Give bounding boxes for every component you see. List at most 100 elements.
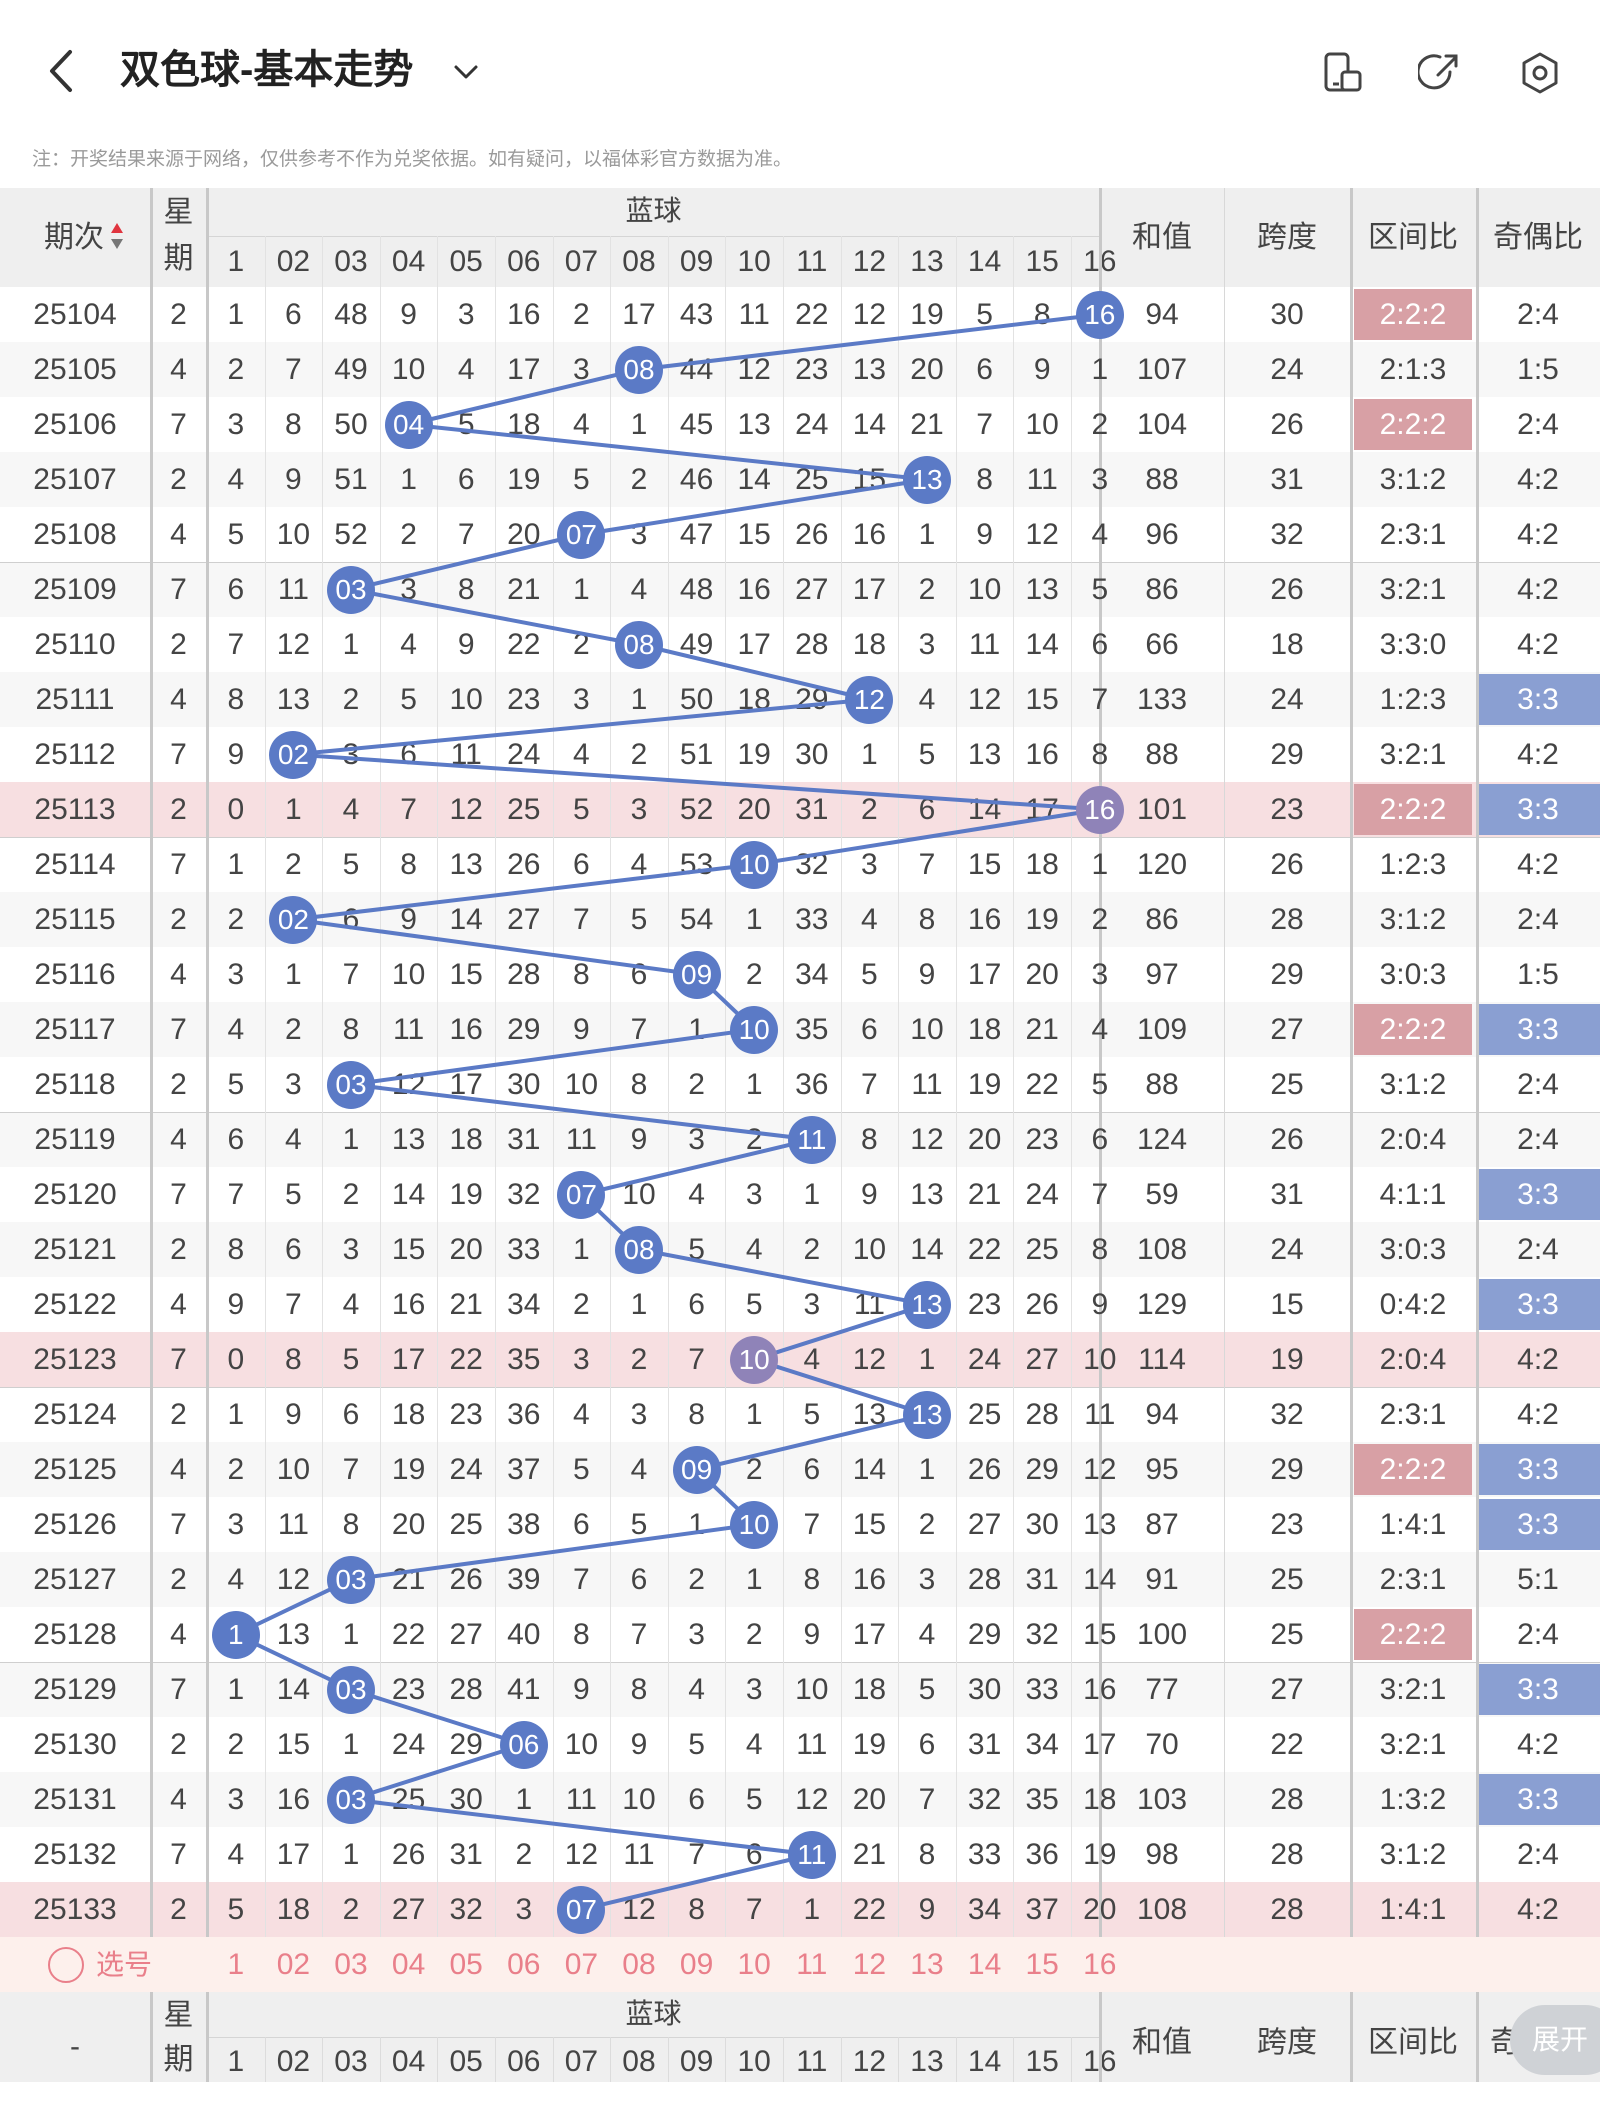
footer-week-line1[interactable]: 星: [163, 1999, 194, 2032]
blue-ball[interactable]: 02: [269, 730, 318, 779]
sum-header[interactable]: 和值: [1132, 221, 1192, 254]
blue-number-header-08[interactable]: 08: [622, 245, 656, 278]
select-number-13[interactable]: 13: [910, 1948, 944, 1981]
blue-ball[interactable]: 13: [903, 1280, 951, 1329]
issue-number[interactable]: 25105: [33, 353, 117, 386]
blue-number-header-15[interactable]: 15: [1025, 245, 1059, 278]
issue-number[interactable]: 25128: [33, 1618, 117, 1651]
blue-ball[interactable]: 03: [327, 1060, 375, 1109]
blue-ball[interactable]: 02: [269, 895, 318, 944]
blue-number-header-05[interactable]: 05: [449, 245, 483, 278]
footer-number-header-1[interactable]: 1: [227, 2045, 245, 2078]
blue-number-header-1[interactable]: 1: [227, 245, 245, 278]
issue-number[interactable]: 25113: [34, 793, 116, 826]
issue-header[interactable]: 期次: [44, 221, 104, 254]
blue-ball[interactable]: 10: [730, 1335, 779, 1384]
issue-number[interactable]: 25104: [33, 298, 117, 331]
issue-number[interactable]: 25118: [34, 1068, 116, 1101]
select-number-02[interactable]: 02: [276, 1948, 311, 1981]
select-number-1[interactable]: 1: [227, 1948, 245, 1981]
blue-ball[interactable]: 12: [845, 675, 894, 724]
blue-number-header-02[interactable]: 02: [276, 245, 311, 278]
footer-issue-header[interactable]: -: [70, 2030, 80, 2063]
footer-number-header-09[interactable]: 09: [679, 2045, 714, 2078]
blue-ball[interactable]: 13: [903, 1390, 951, 1439]
blue-number-header-07[interactable]: 07: [564, 245, 599, 278]
issue-number[interactable]: 25132: [33, 1838, 117, 1871]
issue-number[interactable]: 25123: [33, 1343, 117, 1376]
issue-number[interactable]: 25133: [33, 1893, 117, 1926]
share-icon[interactable]: [1418, 50, 1462, 96]
footer-number-header-15[interactable]: 15: [1025, 2045, 1059, 2078]
blue-ball[interactable]: 04: [384, 400, 433, 449]
select-number-06[interactable]: 06: [507, 1948, 541, 1981]
issue-number[interactable]: 25108: [33, 518, 117, 551]
select-number-15[interactable]: 15: [1025, 1948, 1059, 1981]
select-number-07[interactable]: 07: [564, 1948, 599, 1981]
issue-number[interactable]: 25126: [33, 1508, 117, 1541]
span-header[interactable]: 跨度: [1257, 221, 1317, 254]
issue-number[interactable]: 25115: [34, 903, 116, 936]
issue-number[interactable]: 25130: [33, 1728, 117, 1761]
issue-number[interactable]: 25107: [33, 463, 117, 496]
blue-ball[interactable]: 16: [1075, 785, 1124, 834]
footer-number-header-06[interactable]: 06: [507, 2045, 541, 2078]
issue-number[interactable]: 25129: [33, 1673, 117, 1706]
footer-number-header-03[interactable]: 03: [334, 2045, 368, 2078]
blue-number-header-04[interactable]: 04: [391, 245, 426, 278]
week-header-line2[interactable]: 期: [163, 242, 194, 275]
blue-ball[interactable]: 10: [730, 1500, 779, 1549]
select-label[interactable]: 选号: [96, 1949, 153, 1980]
select-number-05[interactable]: 05: [449, 1948, 483, 1981]
footer-number-header-13[interactable]: 13: [910, 2045, 944, 2078]
issue-number[interactable]: 25106: [33, 408, 117, 441]
footer-number-header-11[interactable]: 11: [796, 2045, 828, 2078]
page-title[interactable]: 双色球-基本走势: [120, 48, 414, 92]
issue-number[interactable]: 25114: [34, 848, 116, 881]
blue-ball-group-header[interactable]: 蓝球: [625, 195, 682, 226]
chevron-down-icon[interactable]: [448, 54, 484, 90]
blue-ball[interactable]: 09: [672, 950, 721, 999]
issue-number[interactable]: 25120: [33, 1178, 117, 1211]
blue-ball[interactable]: 10: [730, 1005, 779, 1054]
issue-number[interactable]: 25117: [34, 1013, 116, 1046]
footer-number-header-10[interactable]: 10: [737, 2045, 771, 2078]
blue-ball[interactable]: 07: [557, 510, 606, 559]
blue-ball[interactable]: 07: [557, 1885, 606, 1934]
issue-number[interactable]: 25109: [33, 573, 117, 606]
issue-number[interactable]: 25121: [33, 1233, 117, 1266]
blue-ball[interactable]: 06: [499, 1720, 548, 1769]
footer-blue-group-header[interactable]: 蓝球: [625, 1998, 682, 2029]
blue-ball[interactable]: 16: [1075, 290, 1124, 339]
blue-ball[interactable]: 11: [787, 1830, 836, 1879]
blue-ball[interactable]: 08: [615, 1225, 663, 1274]
issue-number[interactable]: 25119: [34, 1123, 116, 1156]
issue-number[interactable]: 25110: [34, 628, 116, 661]
footer-number-header-07[interactable]: 07: [564, 2045, 599, 2078]
select-number-03[interactable]: 03: [334, 1948, 368, 1981]
issue-number[interactable]: 25131: [33, 1783, 117, 1816]
footer-number-header-08[interactable]: 08: [622, 2045, 656, 2078]
footer-number-header-04[interactable]: 04: [391, 2045, 426, 2078]
footer-number-header-12[interactable]: 12: [852, 2045, 887, 2078]
issue-number[interactable]: 25122: [33, 1288, 117, 1321]
blue-number-header-09[interactable]: 09: [679, 245, 714, 278]
select-radio[interactable]: [48, 1947, 84, 1983]
blue-ball[interactable]: 09: [672, 1445, 721, 1494]
select-number-04[interactable]: 04: [391, 1948, 426, 1981]
select-number-10[interactable]: 10: [737, 1948, 771, 1981]
issue-number[interactable]: 25127: [33, 1563, 117, 1596]
issue-number[interactable]: 25112: [34, 738, 116, 771]
issue-number[interactable]: 25125: [33, 1453, 117, 1486]
blue-number-header-06[interactable]: 06: [507, 245, 541, 278]
blue-number-header-13[interactable]: 13: [910, 245, 944, 278]
select-number-14[interactable]: 14: [967, 1948, 1002, 1981]
blue-ball[interactable]: 1: [211, 1610, 260, 1659]
blue-ball[interactable]: 03: [327, 1775, 375, 1824]
week-header-line1[interactable]: 星: [163, 196, 194, 229]
blue-ball[interactable]: 08: [615, 620, 663, 669]
blue-ball[interactable]: 13: [903, 455, 951, 504]
blue-ball[interactable]: 07: [557, 1170, 606, 1219]
sort-icon[interactable]: [110, 222, 124, 252]
device-icon[interactable]: [1322, 50, 1366, 96]
